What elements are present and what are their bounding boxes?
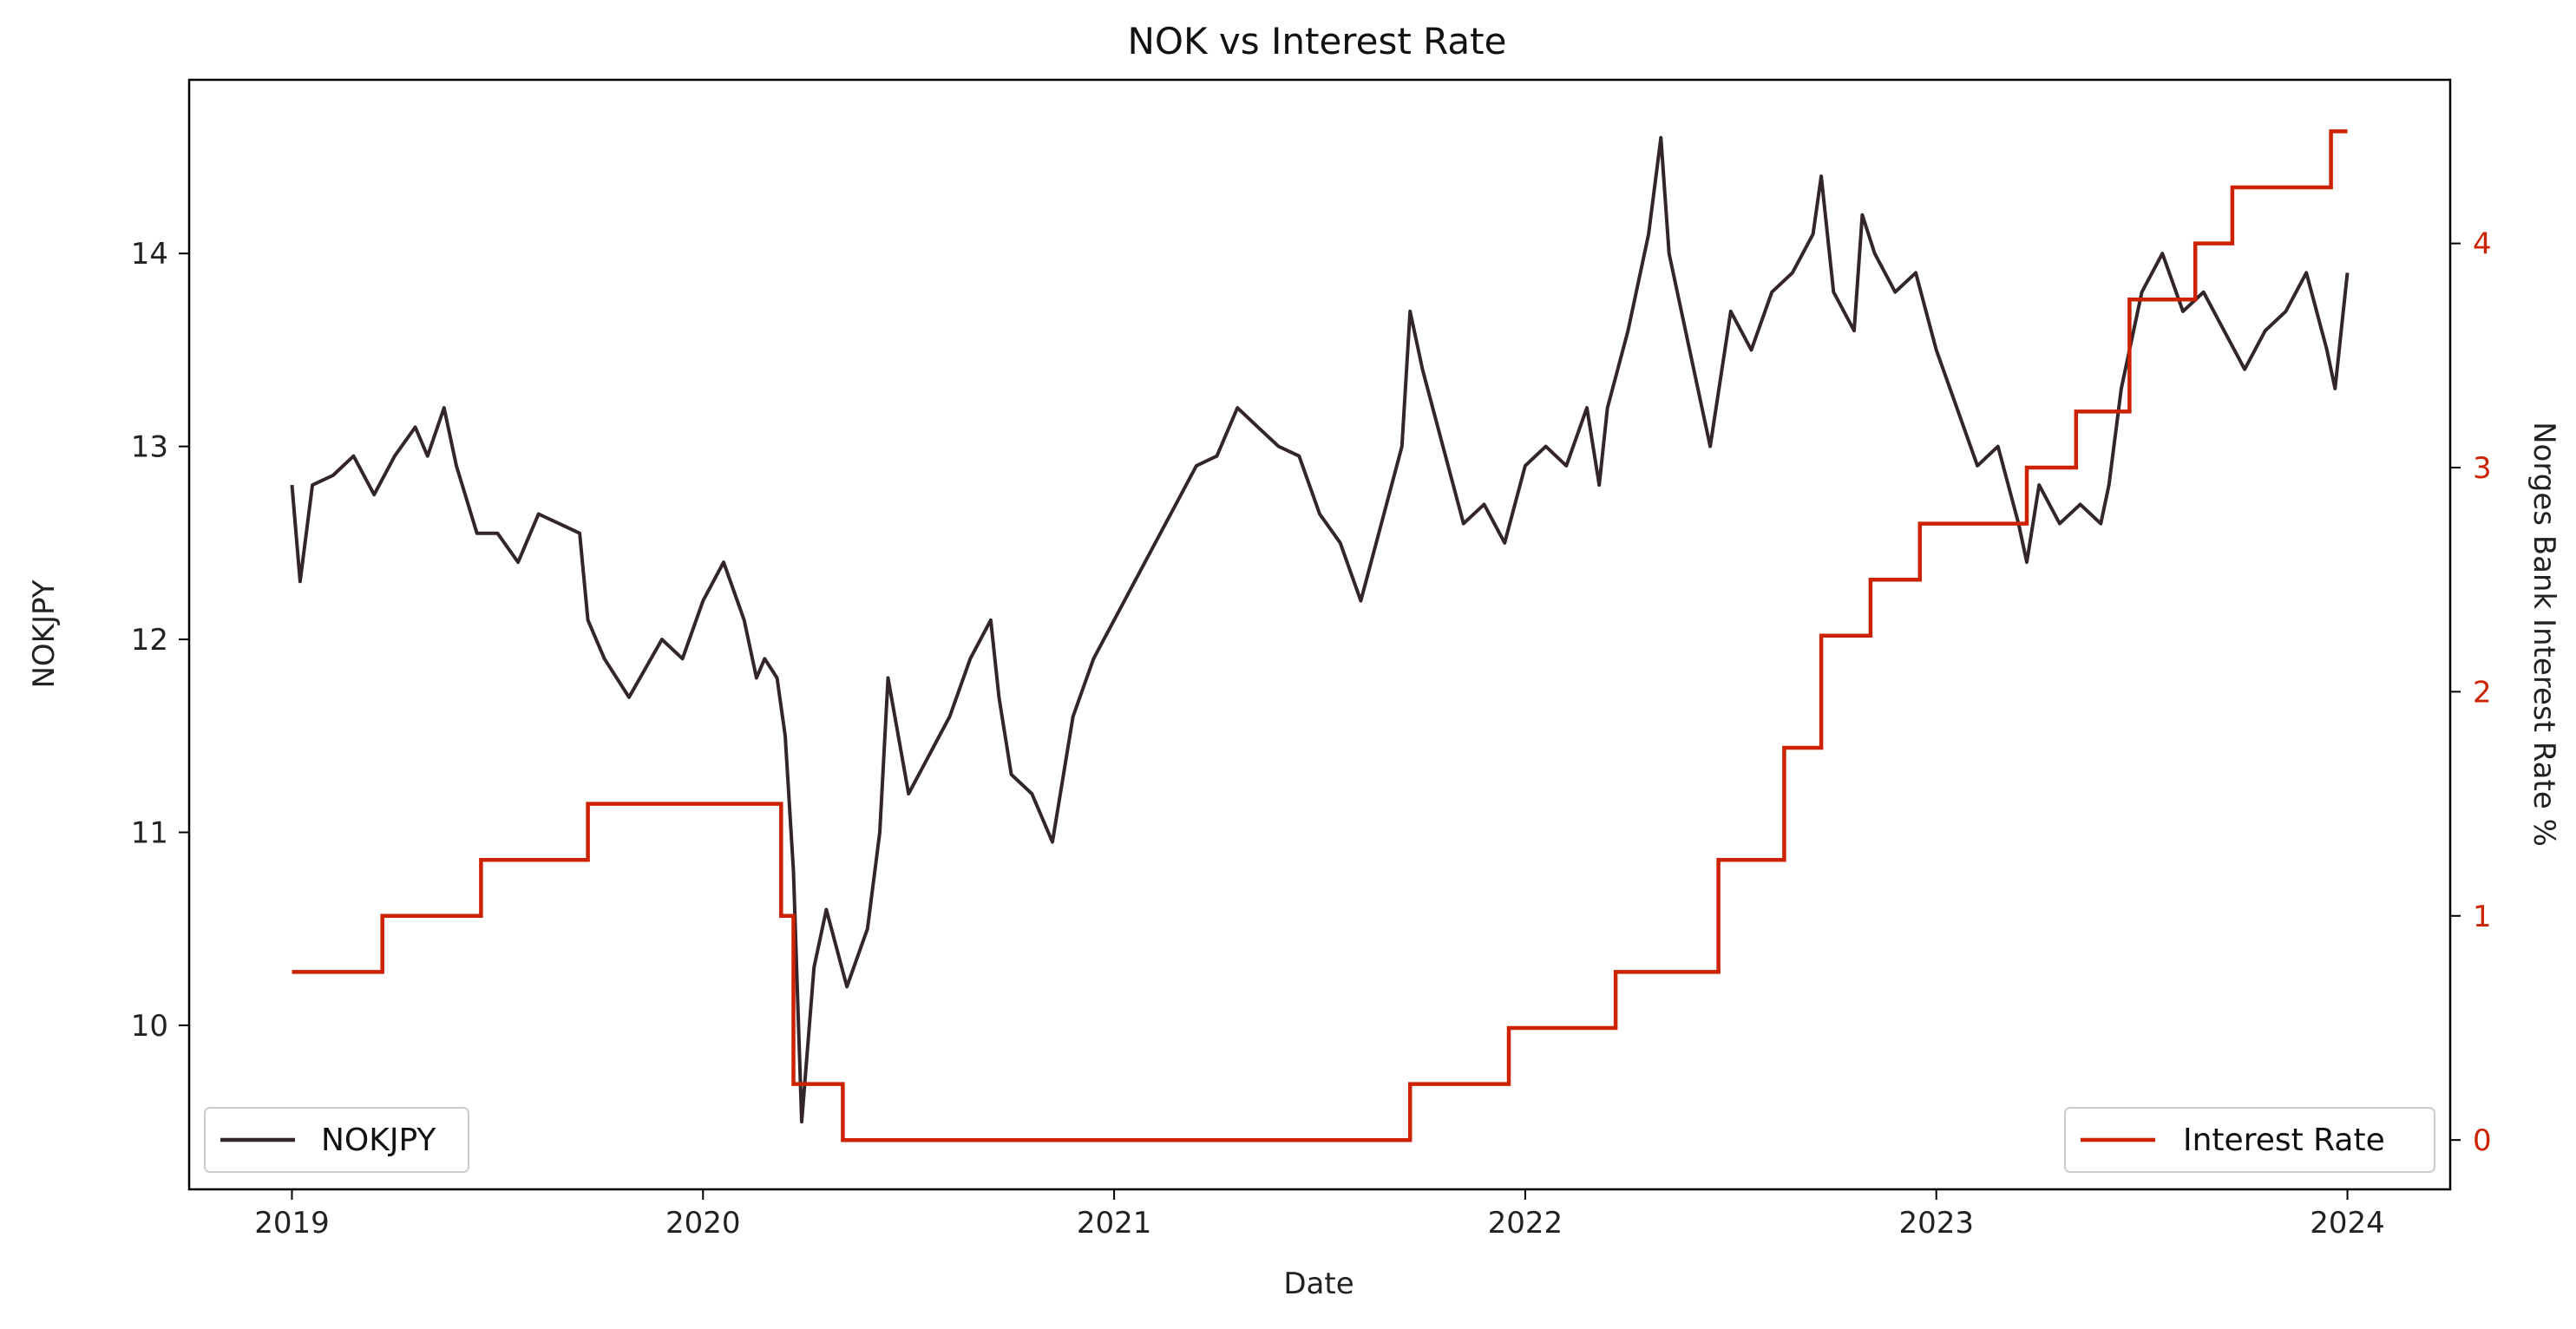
y-axis-right-label: Norges Bank Interest Rate % <box>2527 422 2561 847</box>
legend-nokjpy: NOKJPY <box>204 1107 469 1173</box>
y-right-tick-label-1: 1 <box>2473 900 2492 934</box>
legend-interest-rate-label: Interest Rate <box>2183 1123 2385 1158</box>
y-right-tick-label-0: 0 <box>2473 1123 2492 1158</box>
y-right-tick-label-4: 4 <box>2473 227 2492 262</box>
x-tick-label-2021: 2021 <box>1077 1206 1152 1241</box>
x-axis: 2019 2020 2021 2022 2023 2024 <box>254 1189 2385 1241</box>
legend-interest-rate: Interest Rate <box>2064 1107 2435 1173</box>
plot-frame <box>187 78 2452 1191</box>
x-tick-label-2019: 2019 <box>254 1206 330 1241</box>
interest-rate-series-layer <box>292 129 2348 1142</box>
y-left-tick-label-13: 13 <box>131 430 168 465</box>
legend-nokjpy-label: NOKJPY <box>321 1123 436 1158</box>
y-right-tick-label-3: 3 <box>2473 451 2492 486</box>
interest-rate-line <box>292 129 2348 1142</box>
x-tick-label-2024: 2024 <box>2310 1206 2385 1241</box>
legend-interest-rate-box <box>2064 1107 2435 1173</box>
legend-nokjpy-box <box>204 1107 469 1173</box>
y-right-tick-label-2: 2 <box>2473 675 2492 710</box>
x-axis-label: Date <box>1283 1267 1354 1301</box>
x-tick-label-2022: 2022 <box>1488 1206 1563 1241</box>
y-left-tick-label-12: 12 <box>131 623 168 658</box>
y-axis-left: 10 11 12 13 14 <box>131 237 189 1044</box>
nokjpy-line <box>290 135 2350 1124</box>
y-left-tick-label-10: 10 <box>131 1009 168 1044</box>
nokjpy-series-layer <box>290 135 2350 1124</box>
y-axis-right: 0 1 2 3 4 <box>2450 227 2492 1158</box>
x-tick-label-2023: 2023 <box>1898 1206 1974 1241</box>
chart-title: NOK vs Interest Rate <box>1128 20 1507 62</box>
y-left-tick-label-11: 11 <box>131 815 168 850</box>
y-left-tick-label-14: 14 <box>131 237 168 272</box>
x-tick-label-2020: 2020 <box>665 1206 741 1241</box>
y-axis-left-label: NOKJPY <box>27 579 62 688</box>
